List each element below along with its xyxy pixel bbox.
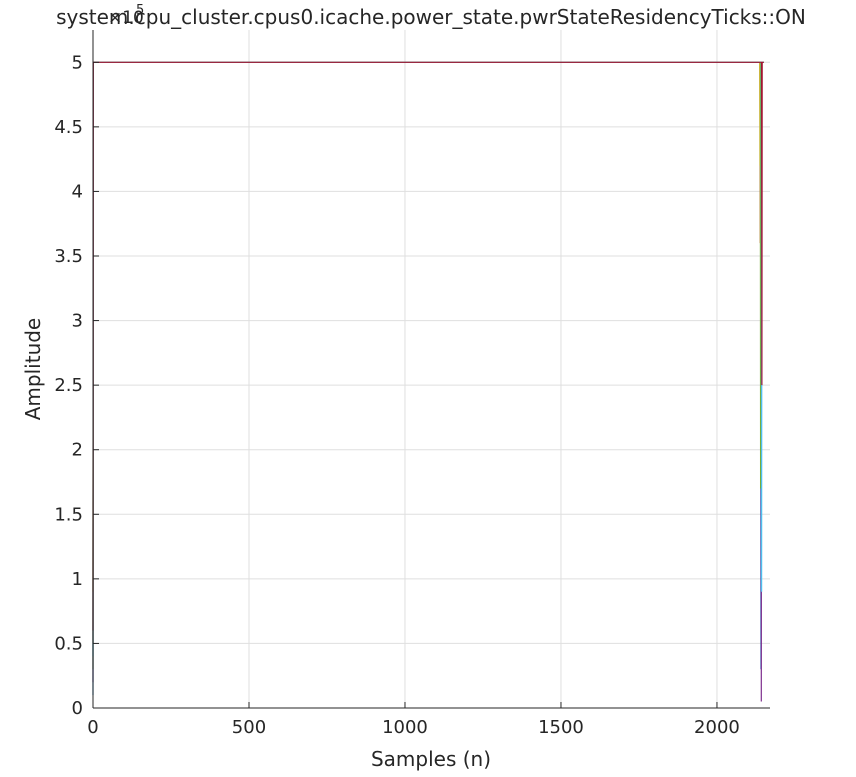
y-axis-exponent-power: 5 bbox=[136, 3, 144, 18]
x-tick-label: 500 bbox=[232, 717, 266, 738]
series-line-7 bbox=[92, 61, 764, 631]
series-layer bbox=[92, 61, 764, 702]
y-tick-label: 4.5 bbox=[54, 117, 83, 138]
chart-title: system.cpu_cluster.cpus0.icache.power_st… bbox=[56, 5, 806, 29]
y-tick-label: 1.5 bbox=[54, 504, 83, 525]
y-tick-label: 3 bbox=[72, 311, 83, 332]
axes-layer bbox=[92, 30, 770, 709]
x-axis-label: Samples (n) bbox=[371, 747, 491, 771]
y-tick-label: 0.5 bbox=[54, 633, 83, 654]
y-tick-label: 4 bbox=[72, 181, 83, 202]
series-line-2 bbox=[92, 61, 764, 644]
x-tick-label: 1500 bbox=[538, 717, 584, 738]
series-line-5 bbox=[92, 61, 764, 670]
y-tick-label: 5 bbox=[72, 52, 83, 73]
grid-layer bbox=[92, 30, 770, 709]
series-line-6 bbox=[92, 61, 764, 657]
x-tick-label: 2000 bbox=[694, 717, 740, 738]
y-tick-label: 2.5 bbox=[54, 375, 83, 396]
x-tick-label: 0 bbox=[87, 717, 98, 738]
y-tick-label: 3.5 bbox=[54, 246, 83, 267]
y-axis-label: Amplitude bbox=[21, 318, 45, 421]
series-line-4 bbox=[92, 61, 764, 702]
y-tick-label: 1 bbox=[72, 569, 83, 590]
y-tick-label: 0 bbox=[72, 698, 83, 719]
y-axis-exponent-base: ×10 bbox=[108, 8, 144, 28]
y-tick-label: 2 bbox=[72, 440, 83, 461]
x-tick-label: 1000 bbox=[382, 717, 428, 738]
tick-layer: 0 500 1000 1500 2000 0 0.5 1 1.5 2 2.5 3 3.5 4 4.5 5 bbox=[54, 52, 740, 738]
series-line-3 bbox=[92, 61, 764, 592]
series-line-1 bbox=[92, 61, 764, 696]
